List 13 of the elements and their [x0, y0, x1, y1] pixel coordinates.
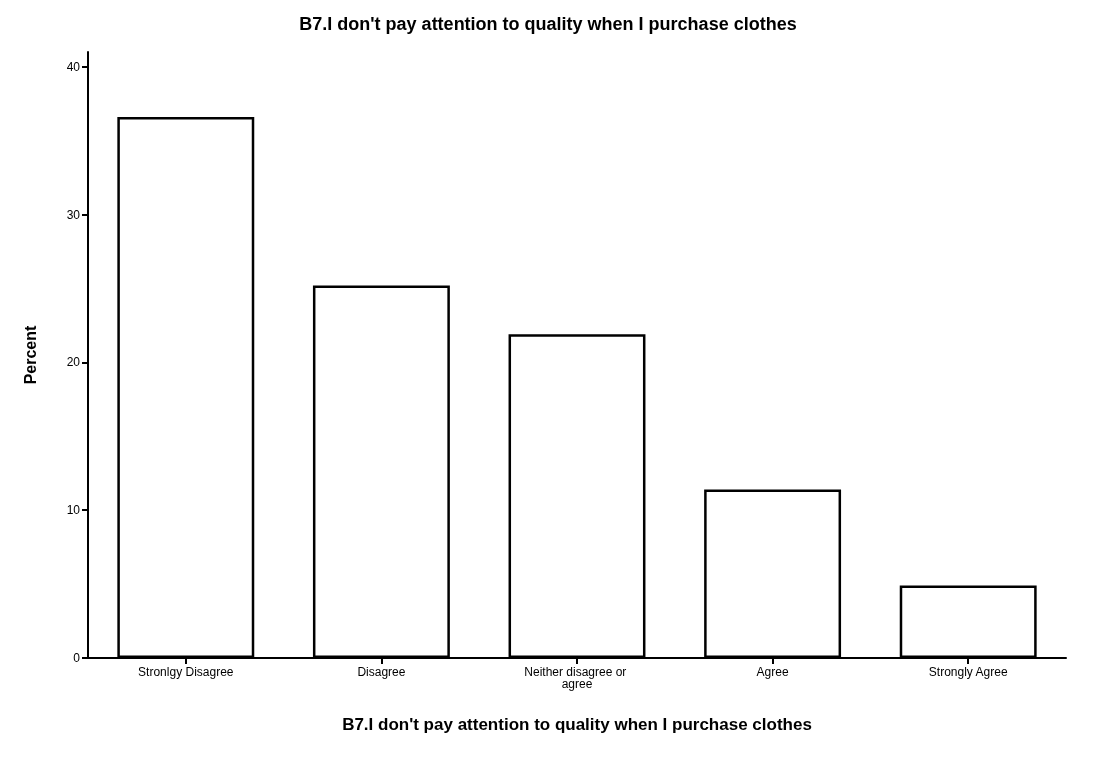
y-tick-label: 0	[73, 651, 81, 665]
x-tick-label: Disagree	[357, 665, 406, 679]
x-tick-label: Strongly Agree	[928, 665, 1008, 679]
x-tick-label: Stronlgy Disagree	[138, 665, 234, 679]
x-tick-label: Agree	[756, 665, 789, 679]
y-tick-label: 20	[66, 355, 81, 370]
x-tick-label: Neither disagree or agree	[524, 665, 630, 691]
y-tick-label: 40	[66, 59, 81, 74]
y-tick-label: 10	[66, 503, 81, 518]
chart-title: B7.I don't pay attention to quality when I purchase clothes	[299, 14, 797, 34]
x-axis-title: B7.I don't pay attention to quality when I purchase clothes	[342, 715, 812, 734]
y-tick-label: 30	[66, 207, 81, 222]
y-axis-title: Percent	[21, 324, 39, 385]
